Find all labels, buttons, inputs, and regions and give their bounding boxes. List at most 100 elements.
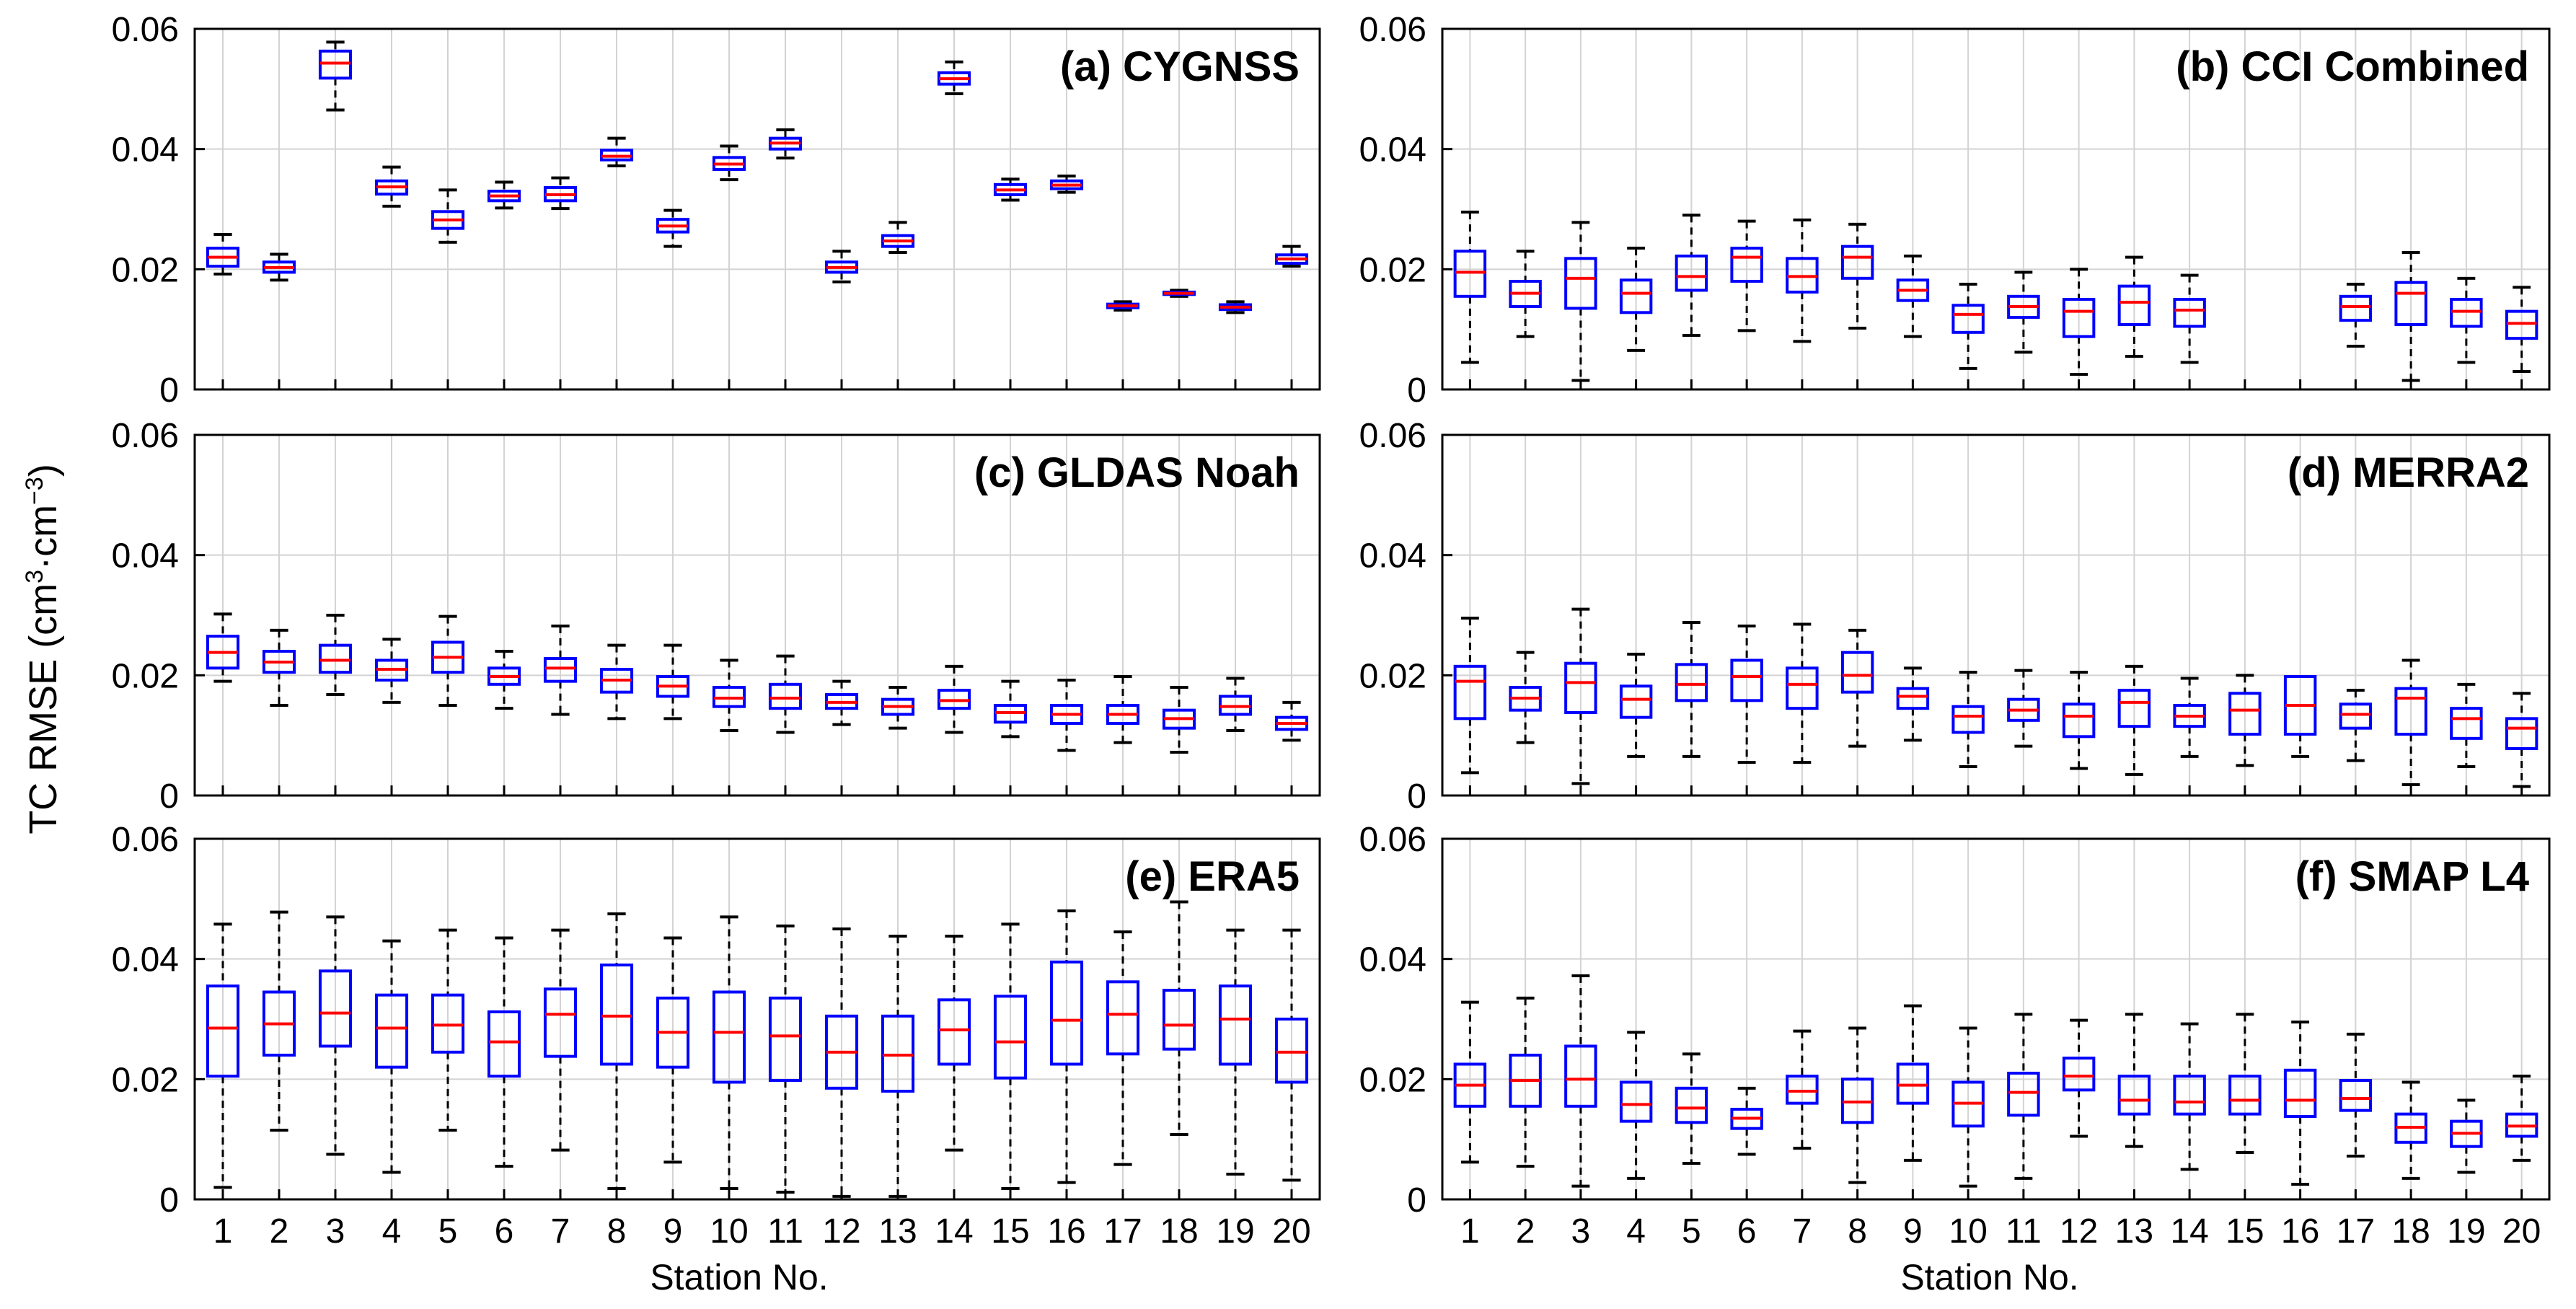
y-tick-label: 0.06 — [112, 11, 179, 49]
x-tick-label: 20 — [1272, 1212, 1310, 1251]
iqr-box — [318, 643, 353, 674]
iqr-box — [318, 49, 353, 80]
box-station-2 — [1509, 250, 1542, 338]
iqr-box — [2007, 1072, 2040, 1117]
iqr-box — [2450, 707, 2483, 740]
box-station-6 — [1730, 1086, 1763, 1156]
iqr-box — [1564, 661, 1597, 715]
box-station-15 — [993, 922, 1028, 1190]
box-station-7 — [1786, 622, 1819, 764]
iqr-box — [2339, 1079, 2373, 1112]
x-tick-label: 18 — [1160, 1212, 1198, 1251]
iqr-box — [1675, 1086, 1708, 1124]
box-station-7 — [1786, 219, 1819, 343]
y-tick-label: 0.04 — [1359, 941, 1426, 979]
box-station-1 — [206, 233, 240, 276]
iqr-box — [2062, 1057, 2096, 1092]
iqr-box — [1218, 984, 1253, 1066]
box-station-12 — [824, 927, 859, 1198]
iqr-box — [937, 998, 971, 1066]
box-station-5 — [431, 614, 465, 707]
panel-title: (e) ERA5 — [1125, 853, 1300, 900]
box-station-10 — [712, 658, 746, 732]
box-station-20 — [2505, 286, 2538, 373]
iqr-box — [1162, 989, 1196, 1051]
iqr-box — [1730, 658, 1763, 702]
panel-title: (c) GLDAS Noah — [974, 449, 1300, 496]
box-station-4 — [374, 939, 409, 1174]
iqr-box — [1675, 255, 1708, 292]
iqr-box — [2450, 298, 2483, 328]
iqr-box — [1675, 663, 1708, 702]
box-station-3 — [318, 40, 353, 112]
y-tick-label: 0.02 — [112, 1061, 179, 1099]
box-station-4 — [374, 638, 409, 704]
x-tick-label: 7 — [551, 1212, 570, 1251]
x-axis-label-right: Station No. — [1900, 1257, 2079, 1297]
x-tick-label: 17 — [2337, 1212, 2375, 1251]
iqr-box — [1840, 651, 1874, 694]
y-axis-label: TC RMSE (cm3·cm−3) — [21, 464, 65, 834]
box-station-17 — [1106, 300, 1140, 312]
box-station-1 — [1453, 1000, 1487, 1164]
box-station-8 — [599, 912, 634, 1190]
box-station-8 — [1840, 222, 1874, 330]
box-station-15 — [993, 177, 1028, 202]
iqr-box — [2394, 687, 2427, 736]
box-station-13 — [2117, 255, 2151, 358]
x-tick-label: 8 — [1848, 1212, 1867, 1251]
x-tick-label: 1 — [1460, 1212, 1480, 1251]
box-station-20 — [2505, 1075, 2538, 1162]
panel-title: (d) MERRA2 — [2288, 449, 2529, 496]
box-station-5 — [431, 928, 465, 1132]
x-tick-label: 6 — [495, 1212, 514, 1251]
x-tick-label: 19 — [2447, 1212, 2485, 1251]
y-tick-label: 0.04 — [112, 941, 179, 979]
box-station-19 — [2450, 682, 2483, 768]
box-station-6 — [487, 180, 521, 210]
box-station-13 — [2117, 1013, 2151, 1148]
box-station-19 — [2450, 276, 2483, 364]
y-tick-label: 0.02 — [1359, 657, 1426, 695]
axes-frame — [193, 27, 1321, 391]
box-station-3 — [318, 614, 353, 696]
box-station-2 — [262, 628, 296, 707]
x-tick-label: 9 — [1903, 1212, 1923, 1251]
iqr-box — [1619, 1080, 1653, 1123]
iqr-box — [993, 995, 1028, 1080]
x-tick-label: 13 — [878, 1212, 917, 1251]
x-tick-label: 2 — [270, 1212, 289, 1251]
box-station-4 — [1619, 1031, 1653, 1180]
box-station-18 — [1162, 900, 1196, 1136]
y-tick-label: 0 — [1407, 777, 1426, 816]
chart-panel-5: 00.020.040.061 2 3 4 5 6 7 8 9 10 11 12 13 14 15 16 17 18… — [112, 821, 1321, 1251]
iqr-box — [2173, 298, 2206, 328]
y-tick-label: 0.02 — [1359, 1061, 1426, 1099]
box-station-13 — [881, 686, 915, 730]
x-tick-label: 2 — [1516, 1212, 1535, 1251]
x-tick-label: 14 — [2170, 1212, 2208, 1251]
y-tick-label: 0 — [1407, 1181, 1426, 1220]
box-station-1 — [1453, 211, 1487, 364]
box-station-16 — [1049, 909, 1084, 1184]
box-station-9 — [1896, 255, 1930, 338]
box-station-14 — [2173, 676, 2206, 758]
iqr-box — [206, 984, 240, 1078]
iqr-box — [2173, 1075, 2206, 1116]
iqr-box — [1619, 278, 1653, 314]
x-tick-label: 10 — [710, 1212, 748, 1251]
iqr-box — [2339, 702, 2373, 730]
box-station-19 — [1218, 300, 1253, 314]
box-station-16 — [2283, 1021, 2317, 1186]
axes-frame — [1441, 837, 2551, 1201]
y-tick-label: 0.02 — [112, 657, 179, 695]
box-station-3 — [1564, 607, 1597, 785]
box-station-15 — [2228, 674, 2262, 767]
box-station-16 — [2283, 675, 2317, 758]
box-station-18 — [1162, 288, 1196, 298]
box-station-14 — [937, 935, 971, 1152]
box-station-17 — [2339, 689, 2373, 762]
box-station-7 — [543, 176, 578, 211]
iqr-box — [2117, 689, 2151, 728]
